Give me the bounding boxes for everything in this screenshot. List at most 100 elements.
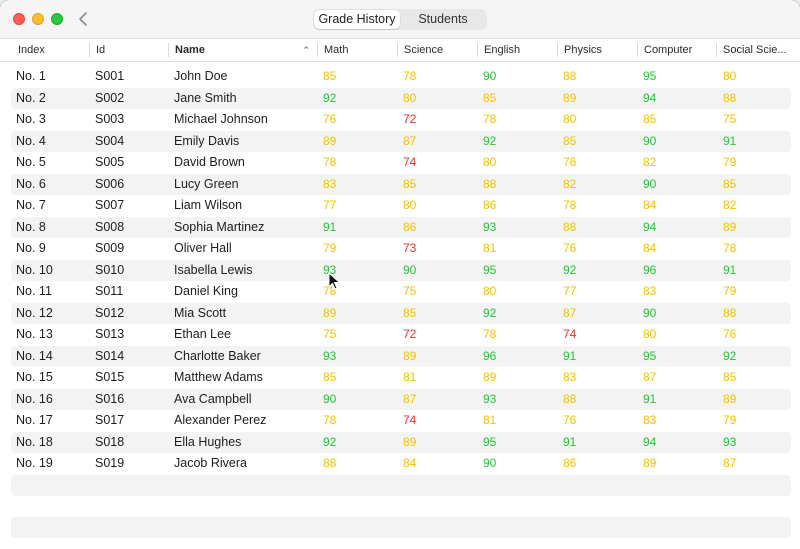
grade-cell-science: 89 (403, 348, 417, 363)
grade-table-body: No. 1 S001 John Doe 85 78 90 88 95 80 No. 2 S002 Ja… (11, 66, 791, 475)
row-id-cell: S014 (95, 348, 125, 363)
table-row[interactable]: No. 2 S002 Jane Smith 92 80 85 89 94 88 (11, 87, 791, 109)
table-row[interactable]: No. 18 S018 Ella Hughes 92 89 95 91 94 93 (11, 431, 791, 453)
grade-cell-physics: 82 (563, 176, 577, 191)
row-id-cell: S010 (95, 262, 125, 277)
grade-cell-english: 96 (483, 348, 497, 363)
zoom-window-button[interactable] (51, 13, 63, 25)
grade-cell-english: 93 (483, 219, 497, 234)
grade-cell-english: 88 (483, 176, 497, 191)
column-header-math[interactable]: Math (317, 39, 396, 61)
grade-cell-social-science: 89 (723, 219, 737, 234)
grade-cell-english: 95 (483, 434, 497, 449)
column-header-name[interactable]: Name ⌃ (168, 39, 316, 61)
row-name-cell: Alexander Perez (174, 413, 267, 427)
column-header-english[interactable]: English (477, 39, 556, 61)
grade-cell-science: 74 (403, 413, 417, 427)
row-index-cell: No. 6 (16, 176, 46, 191)
column-header-science[interactable]: Science (397, 39, 476, 61)
grade-cell-computer: 90 (643, 176, 657, 191)
grade-cell-english: 90 (483, 456, 497, 470)
row-index-cell: No. 5 (16, 155, 46, 169)
grade-cell-social-science: 91 (723, 262, 737, 277)
grade-cell-math: 85 (323, 370, 337, 384)
row-id-cell: S008 (95, 219, 125, 234)
grade-cell-social-science: 93 (723, 434, 737, 449)
grade-cell-english: 81 (483, 241, 497, 255)
row-name-cell: Michael Johnson (174, 112, 268, 126)
grade-cell-science: 87 (403, 133, 417, 148)
grade-cell-math: 83 (323, 176, 337, 191)
grade-cell-social-science: 79 (723, 413, 737, 427)
table-row[interactable]: No. 11 S011 Daniel King 78 75 80 77 83 79 (11, 281, 791, 303)
column-header-id[interactable]: Id (89, 39, 167, 61)
grade-cell-science: 75 (403, 284, 417, 298)
row-id-cell: S005 (95, 155, 125, 169)
grade-cell-computer: 90 (643, 305, 657, 320)
table-row[interactable]: No. 7 S007 Liam Wilson 77 80 86 78 84 82 (11, 195, 791, 217)
table-row[interactable]: No. 8 S008 Sophia Martinez 91 86 93 88 94 89 (11, 216, 791, 238)
grade-cell-social-science: 88 (723, 90, 737, 105)
table-row[interactable]: No. 17 S017 Alexander Perez 78 74 81 76 83 79 (11, 410, 791, 432)
grade-cell-physics: 77 (563, 284, 577, 298)
grade-cell-science: 72 (403, 327, 417, 341)
table-row[interactable]: No. 15 S015 Matthew Adams 85 81 89 83 87 85 (11, 367, 791, 389)
grade-cell-science: 78 (403, 69, 417, 83)
column-header-physics[interactable]: Physics (557, 39, 636, 61)
grade-cell-science: 85 (403, 176, 417, 191)
close-window-button[interactable] (13, 13, 25, 25)
minimize-window-button[interactable] (32, 13, 44, 25)
tab-grade-history[interactable]: Grade History (314, 10, 400, 29)
grade-cell-english: 80 (483, 284, 497, 298)
row-name-cell: Liam Wilson (174, 198, 243, 212)
row-id-cell: S013 (95, 327, 125, 341)
row-index-cell: No. 16 (16, 391, 53, 406)
row-id-cell: S017 (95, 413, 125, 427)
row-index-cell: No. 7 (16, 198, 46, 212)
grade-cell-physics: 91 (563, 434, 577, 449)
table-row[interactable]: No. 3 S003 Michael Johnson 76 72 78 80 85 75 (11, 109, 791, 131)
column-header-social-science[interactable]: Social Scie... (716, 39, 792, 61)
table-row[interactable]: No. 16 S016 Ava Campbell 90 87 93 88 91 89 (11, 388, 791, 410)
grade-cell-social-science: 76 (723, 327, 737, 341)
table-row[interactable]: No. 19 S019 Jacob Rivera 88 84 90 86 89 87 (11, 453, 791, 475)
grade-cell-math: 77 (323, 198, 337, 212)
row-name-cell: Mia Scott (174, 305, 227, 320)
grade-cell-math: 89 (323, 133, 337, 148)
grade-cell-science: 80 (403, 90, 417, 105)
table-row[interactable]: No. 10 S010 Isabella Lewis 93 90 95 92 96 91 (11, 259, 791, 281)
row-id-cell: S006 (95, 176, 125, 191)
row-name-cell: Ella Hughes (174, 434, 242, 449)
row-index-cell: No. 4 (16, 133, 46, 148)
grade-cell-physics: 85 (563, 133, 577, 148)
grade-cell-physics: 92 (563, 262, 577, 277)
pointer-cursor-icon (328, 271, 342, 290)
table-row[interactable]: No. 13 S013 Ethan Lee 75 72 78 74 80 76 (11, 324, 791, 346)
table-row[interactable]: No. 6 S006 Lucy Green 83 85 88 82 90 85 (11, 173, 791, 195)
table-row[interactable]: No. 14 S014 Charlotte Baker 93 89 96 91 95 92 (11, 345, 791, 367)
chevron-left-icon[interactable] (76, 9, 92, 29)
table-row[interactable]: No. 5 S005 David Brown 78 74 80 76 82 79 (11, 152, 791, 174)
column-header-computer[interactable]: Computer (637, 39, 716, 61)
grade-cell-physics: 91 (563, 348, 577, 363)
grade-cell-social-science: 85 (723, 370, 737, 384)
table-row[interactable]: No. 9 S009 Oliver Hall 79 73 81 76 84 78 (11, 238, 791, 260)
row-index-cell: No. 1 (16, 69, 46, 83)
row-index-cell: No. 9 (16, 241, 46, 255)
table-row[interactable]: No. 12 S012 Mia Scott 89 85 92 87 90 88 (11, 302, 791, 324)
grade-cell-social-science: 78 (723, 241, 737, 255)
grade-cell-science: 85 (403, 305, 417, 320)
grade-cell-science: 73 (403, 241, 417, 255)
grade-cell-physics: 76 (563, 155, 577, 169)
tab-students[interactable]: Students (418, 12, 468, 26)
column-header-index[interactable]: Index (18, 44, 45, 56)
row-name-cell: John Doe (174, 69, 228, 83)
table-row[interactable]: No. 1 S001 John Doe 85 78 90 88 95 80 (11, 66, 791, 88)
grade-cell-computer: 94 (643, 90, 657, 105)
grade-cell-computer: 94 (643, 219, 657, 234)
grade-cell-english: 81 (483, 413, 497, 427)
row-id-cell: S004 (95, 133, 125, 148)
grade-cell-science: 80 (403, 198, 417, 212)
table-row[interactable]: No. 4 S004 Emily Davis 89 87 92 85 90 91 (11, 130, 791, 152)
grade-cell-math: 91 (323, 219, 337, 234)
